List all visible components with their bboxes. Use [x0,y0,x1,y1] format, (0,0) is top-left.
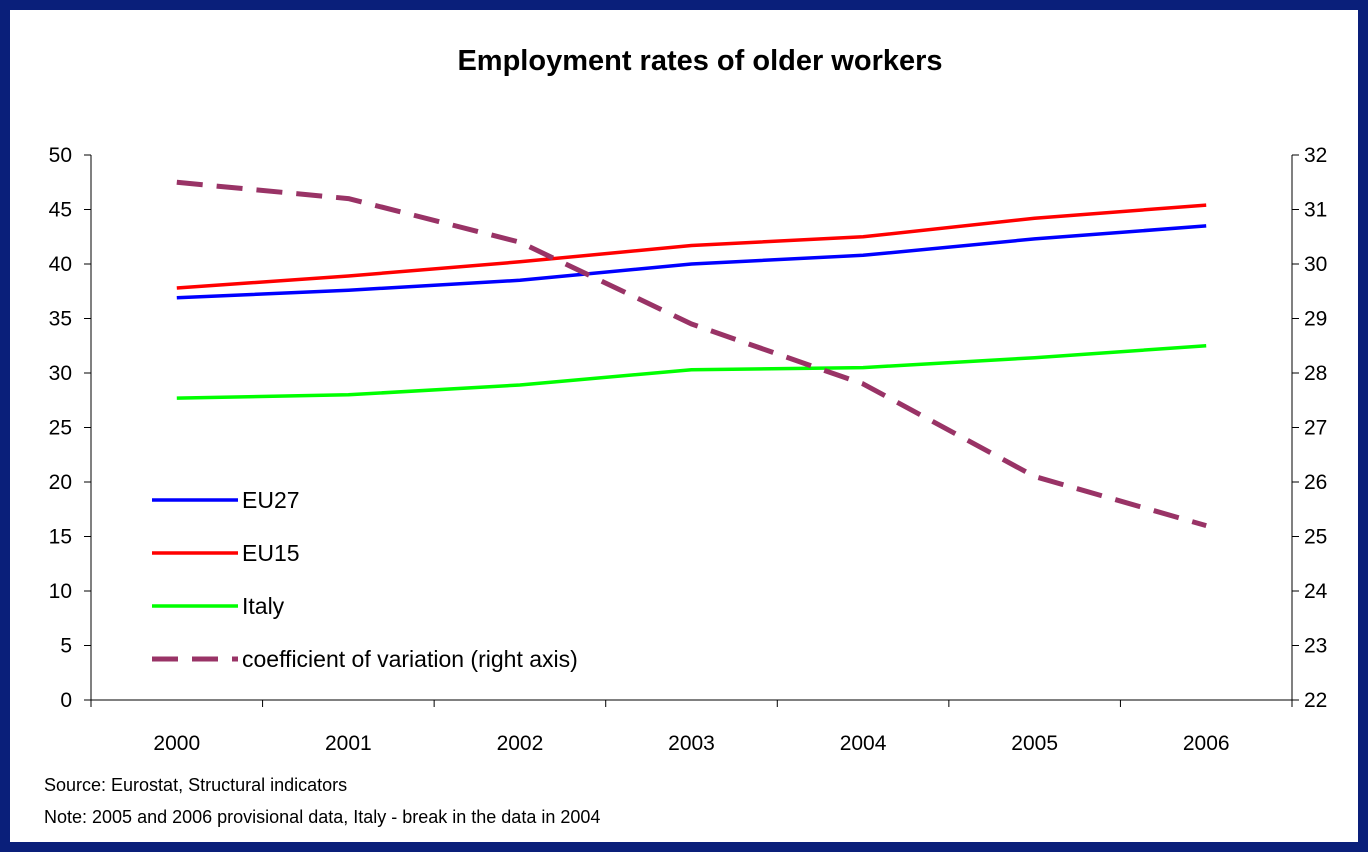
y-left-tick-label: 25 [49,417,72,440]
series-line-eu27 [176,224,1207,300]
y-right-tick-label: 32 [1304,144,1327,167]
y-left-tick-label: 40 [49,253,72,276]
y-left-tick-label: 35 [49,308,72,331]
x-tick-label: 2004 [840,732,887,755]
y-left-tick-label: 15 [49,526,72,549]
legend-label: EU27 [242,487,300,513]
y-right-tick-label: 27 [1304,417,1327,440]
legend-label: coefficient of variation (right axis) [242,646,578,672]
x-tick-label: 2000 [153,732,200,755]
y-left-tick-label: 20 [49,471,72,494]
y-right-tick-label: 23 [1304,635,1327,658]
y-right-tick-label: 25 [1304,526,1327,549]
y-left-tick-label: 5 [60,635,72,658]
y-left-tick-label: 30 [49,362,72,385]
x-tick-label: 2005 [1011,732,1058,755]
chart: Employment rates of older workers 0 5 10 15… [49,45,1328,755]
series-line-eu15 [176,203,1207,290]
y-left-tick-label: 50 [49,144,72,167]
data-note: Note: 2005 and 2006 provisional data, It… [44,807,601,827]
x-tick-label: 2001 [325,732,372,755]
y-left-tick-label: 10 [49,580,72,603]
y-right-tick-label: 30 [1304,253,1327,276]
series-lines [176,179,1207,529]
x-tick-label: 2002 [497,732,544,755]
y-left-tick-label: 0 [60,689,72,712]
y-right-tick-label: 22 [1304,689,1327,712]
source-note: Source: Eurostat, Structural indicators [44,775,348,795]
legend: EU27 EU15 Italy coefficient of variation (r… [152,487,578,672]
x-tick-label: 2003 [668,732,715,755]
y-right-tick-label: 26 [1304,471,1327,494]
chart-panel: Employment rates of older workers 0 5 10 15… [10,10,1358,842]
chart-title: Employment rates of older workers [457,45,942,77]
y-right-tick-label: 24 [1304,580,1328,603]
legend-label: EU15 [242,540,300,566]
axes: 0 5 10 15 20 25 30 35 40 45 50 22 23 24 25 26 27 28 29 30 31… [49,144,1328,755]
series-line-coefficient-of-variation-right-axis [176,179,1207,529]
legend-label: Italy [242,593,285,619]
y-right-tick-label: 29 [1304,308,1327,331]
y-left-tick-label: 45 [49,199,72,222]
y-right-tick-label: 31 [1304,199,1327,222]
x-tick-label: 2006 [1183,732,1230,755]
y-right-tick-label: 28 [1304,362,1327,385]
series-line-italy [176,344,1207,400]
